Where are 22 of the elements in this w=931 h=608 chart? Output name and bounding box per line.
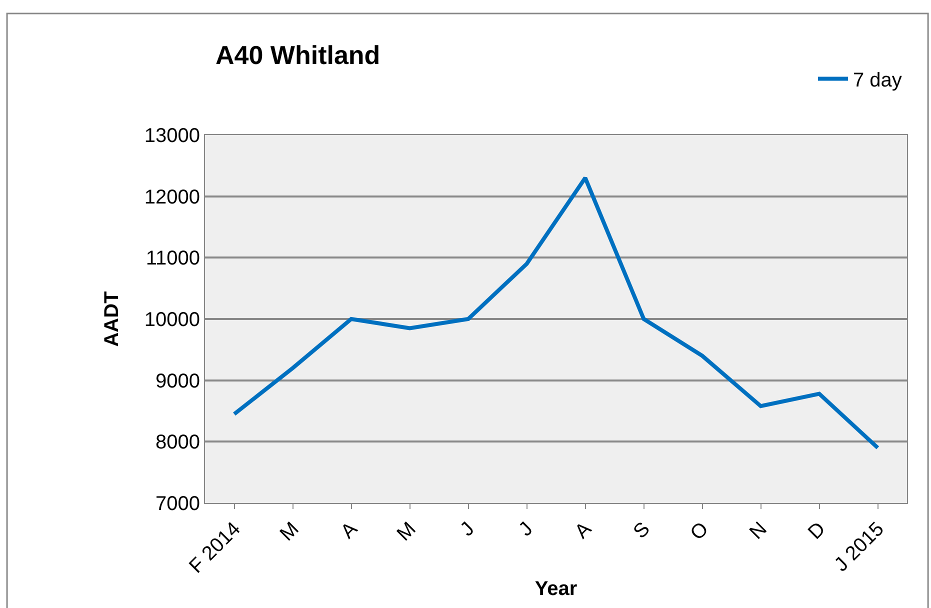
x-tick-label: J xyxy=(456,518,479,541)
y-tick-label: 13000 xyxy=(144,125,200,147)
x-axis-title: Year xyxy=(534,578,578,600)
y-tick-label: 12000 xyxy=(144,186,200,208)
y-tick-label: 8000 xyxy=(156,432,200,454)
x-tick-label: M xyxy=(276,518,304,546)
x-tick-label: A xyxy=(570,518,596,544)
x-tick-label: D xyxy=(804,518,830,544)
y-tick-label: 11000 xyxy=(146,248,200,270)
x-tick-label: O xyxy=(686,518,713,545)
x-tick-label: S xyxy=(629,518,654,544)
x-tick-label: N xyxy=(746,518,772,544)
y-axis-title: AADT xyxy=(100,291,123,347)
chart-title: A40 Whitland xyxy=(216,40,380,70)
line-series xyxy=(232,176,880,450)
y-tick-label: 10000 xyxy=(144,309,200,331)
x-tick-label: A xyxy=(336,518,362,544)
x-tick-label: J xyxy=(514,518,538,541)
legend-label: 7 day xyxy=(853,70,902,92)
x-tick-label: M xyxy=(393,518,420,546)
y-tick-label: 9000 xyxy=(156,370,200,392)
y-tick-label: 7000 xyxy=(156,493,200,515)
